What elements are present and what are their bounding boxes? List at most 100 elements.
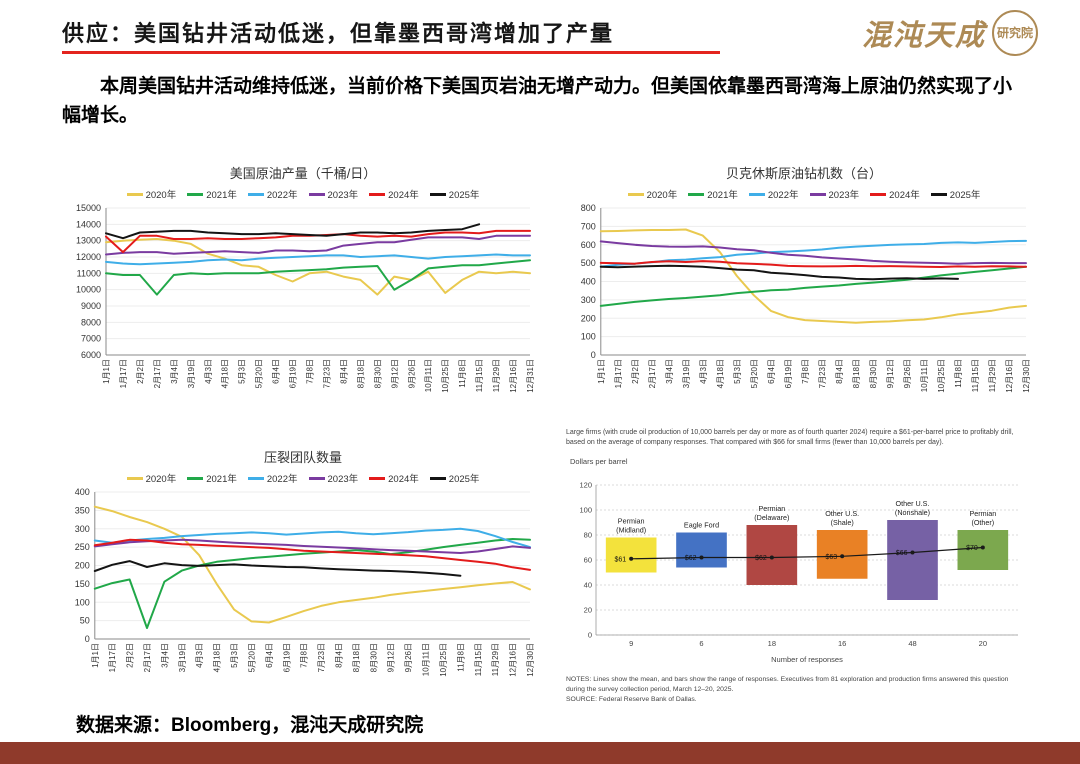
chart-legend: 2020年 2021年 2022年 2023年 2024年 2025年 [66,187,540,201]
svg-text:Permian: Permian [758,504,785,513]
svg-text:11月8日: 11月8日 [954,359,963,388]
svg-text:3月19日: 3月19日 [682,359,691,388]
svg-text:1月1日: 1月1日 [597,359,606,384]
svg-text:Dollars per barrel: Dollars per barrel [570,457,628,466]
logo-text: 混沌天成 [861,20,986,52]
svg-text:15000: 15000 [76,203,101,213]
legend-swatch-icon [247,476,264,480]
svg-text:12月30日: 12月30日 [526,643,535,677]
svg-text:Other U.S.: Other U.S. [825,509,859,518]
svg-text:9月12日: 9月12日 [387,643,396,672]
legend-item: 2023年 [308,187,358,201]
svg-text:Permian: Permian [618,517,645,526]
svg-text:3月19日: 3月19日 [178,643,187,672]
svg-text:4月18日: 4月18日 [716,359,725,388]
svg-text:11月29日: 11月29日 [491,643,500,676]
svg-text:11月8日: 11月8日 [456,643,465,672]
legend-swatch-icon [930,192,947,196]
chart-baker-hughes-rig-count: 贝克休斯原油钻机数（台） 2020年 2021年 2022年 2023年 2024年 20… [572,163,1036,420]
svg-text:800: 800 [581,203,596,213]
bottom-bar [0,742,1080,764]
legend-item: 2021年 [688,187,738,201]
legend-item: 2025年 [930,187,980,201]
svg-text:4月18日: 4月18日 [221,359,230,388]
svg-text:6月4日: 6月4日 [272,359,281,384]
svg-text:100: 100 [75,597,90,607]
svg-text:8000: 8000 [81,317,101,327]
svg-text:120: 120 [579,481,592,490]
legend-item: 2020年 [126,187,176,201]
svg-text:2月2日: 2月2日 [631,359,640,384]
legend-swatch-icon [748,192,765,196]
legend-item: 2020年 [126,471,176,485]
company-logo: 混沌天成 研究院 [862,10,1038,56]
svg-text:600: 600 [581,240,596,250]
svg-text:10月25日: 10月25日 [441,359,450,393]
svg-text:200: 200 [581,313,596,323]
svg-text:12月16日: 12月16日 [509,643,518,677]
legend-item: 2023年 [809,187,859,201]
legend-swatch-icon [429,476,446,480]
legend-swatch-icon [308,476,325,480]
svg-text:7月8日: 7月8日 [306,359,315,384]
svg-text:5月20日: 5月20日 [255,359,264,388]
chart-plot: 0 20 40 60 80 100 120 Dollars per barrel Permian… [566,453,1040,672]
svg-text:11月8日: 11月8日 [458,359,467,388]
svg-text:7月8日: 7月8日 [300,643,309,668]
chart-plot: 0 50 100 150 200 250 300 350 400 1月1日 1月17日 2月2日 2月1… [66,487,540,704]
intro-paragraph: 本周美国钻井活动维持低迷，当前价格下美国页岩油无增产动力。但美国依靠墨西哥湾海上… [62,76,1013,127]
svg-text:80: 80 [584,531,592,540]
svg-text:9: 9 [629,639,633,648]
svg-text:1月1日: 1月1日 [91,643,100,668]
svg-text:(Delaware): (Delaware) [754,513,789,522]
svg-text:6月19日: 6月19日 [784,359,793,388]
breakeven-intro-text: Large firms (with crude oil production o… [566,429,1014,447]
svg-text:200: 200 [75,561,90,571]
svg-text:12月16日: 12月16日 [509,359,518,393]
chart-title: 压裂团队数量 [263,450,342,465]
svg-text:400: 400 [75,487,90,497]
svg-text:150: 150 [75,579,90,589]
svg-text:$61: $61 [614,557,626,564]
svg-text:3月4日: 3月4日 [665,359,674,384]
svg-text:5月20日: 5月20日 [750,359,759,388]
svg-text:10月11日: 10月11日 [422,643,431,676]
svg-text:3月19日: 3月19日 [187,359,196,388]
svg-text:4月3日: 4月3日 [204,359,213,384]
svg-text:20: 20 [584,606,592,615]
svg-text:8月30日: 8月30日 [369,643,378,672]
svg-text:9000: 9000 [81,301,101,311]
svg-text:Number of responses: Number of responses [771,655,843,664]
svg-text:2月17日: 2月17日 [143,643,152,672]
svg-text:1月17日: 1月17日 [614,359,623,388]
svg-text:1月17日: 1月17日 [119,359,128,388]
legend-item: 2021年 [187,187,237,201]
svg-text:8月30日: 8月30日 [869,359,878,388]
svg-text:60: 60 [584,556,592,565]
svg-text:6月4日: 6月4日 [767,359,776,384]
svg-text:4月3日: 4月3日 [195,643,204,668]
svg-text:$70: $70 [966,545,978,552]
svg-text:12月31日: 12月31日 [526,359,535,393]
breakeven-notes: NOTES: Lines show the mean, and bars sho… [566,675,1024,705]
svg-text:9月12日: 9月12日 [390,359,399,388]
svg-text:2月17日: 2月17日 [648,359,657,388]
chart-us-crude-production: 美国原油产量（千桶/日） 2020年 2021年 2022年 2023年 2024年 20… [66,163,540,420]
legend-swatch-icon [126,476,143,480]
svg-text:500: 500 [581,258,596,268]
svg-text:11月29日: 11月29日 [492,359,501,392]
svg-text:20: 20 [979,639,987,648]
svg-text:$63: $63 [825,554,837,561]
source-line: SOURCE: Federal Reserve Bank of Dallas. [566,695,697,703]
legend-item: 2022年 [247,187,298,201]
chart-breakeven-prices: Large firms (with crude oil production o… [566,428,1040,705]
svg-text:9月26日: 9月26日 [404,643,413,672]
legend-swatch-icon [126,192,143,196]
svg-text:2月2日: 2月2日 [136,359,145,384]
svg-text:(Midland): (Midland) [616,526,646,535]
legend-item: 2023年 [308,471,358,485]
svg-text:40: 40 [584,581,592,590]
legend-swatch-icon [627,192,644,196]
legend-swatch-icon [369,476,386,480]
svg-text:4月3日: 4月3日 [699,359,708,384]
